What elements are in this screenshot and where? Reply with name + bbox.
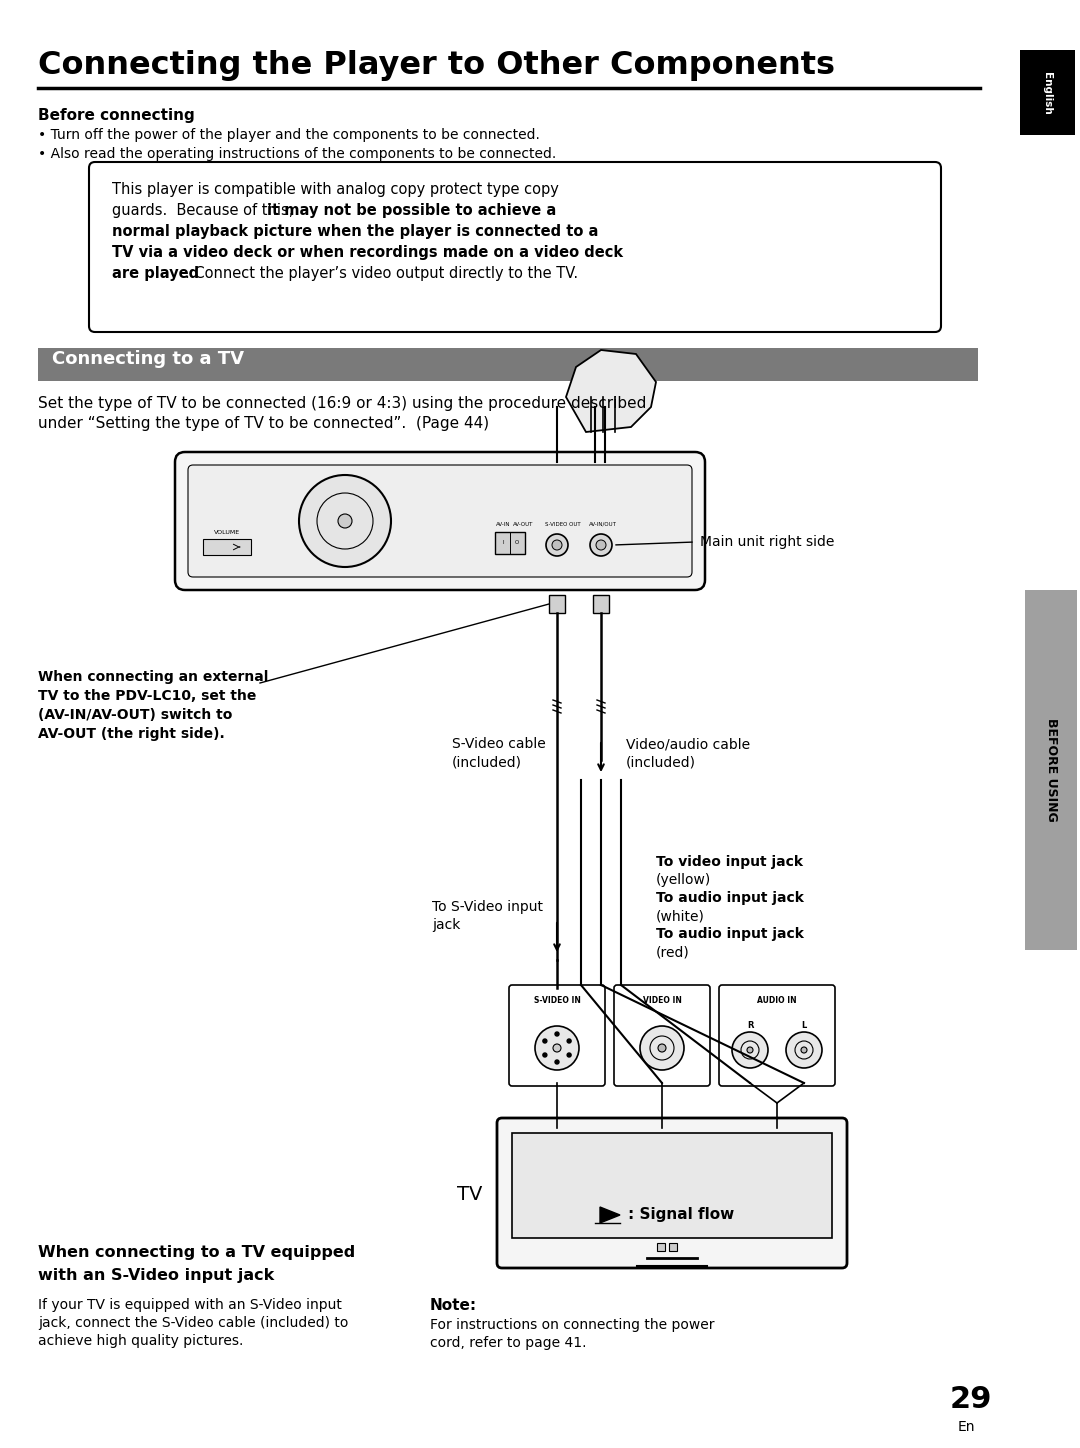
FancyBboxPatch shape — [188, 465, 692, 576]
Text: VIDEO IN: VIDEO IN — [643, 996, 681, 1005]
FancyBboxPatch shape — [497, 1118, 847, 1268]
Text: it may not be possible to achieve a: it may not be possible to achieve a — [267, 203, 556, 219]
Circle shape — [747, 1047, 753, 1053]
FancyBboxPatch shape — [615, 985, 710, 1086]
Circle shape — [543, 1053, 546, 1057]
Text: with an S-Video input jack: with an S-Video input jack — [38, 1268, 274, 1283]
Text: When connecting to a TV equipped: When connecting to a TV equipped — [38, 1245, 355, 1260]
FancyBboxPatch shape — [89, 162, 941, 332]
Bar — [1020, 51, 1075, 135]
Circle shape — [338, 514, 352, 529]
Text: I: I — [502, 540, 503, 546]
Text: S-VIDEO IN: S-VIDEO IN — [534, 996, 580, 1005]
Bar — [593, 595, 609, 613]
Text: AV-OUT (the right side).: AV-OUT (the right side). — [38, 727, 225, 741]
Text: To S-Video input: To S-Video input — [432, 901, 543, 914]
Circle shape — [535, 1027, 579, 1070]
Text: To audio input jack: To audio input jack — [656, 927, 804, 941]
Text: English: English — [1042, 71, 1052, 114]
Circle shape — [553, 1044, 561, 1053]
Text: TV: TV — [457, 1184, 483, 1203]
Text: guards.  Because of this,: guards. Because of this, — [112, 203, 298, 219]
Text: If your TV is equipped with an S-Video input: If your TV is equipped with an S-Video i… — [38, 1297, 342, 1312]
Circle shape — [732, 1032, 768, 1069]
Text: L: L — [801, 1021, 807, 1031]
Bar — [495, 531, 525, 555]
Text: AV-OUT: AV-OUT — [513, 521, 534, 527]
Text: • Turn off the power of the player and the components to be connected.: • Turn off the power of the player and t… — [38, 127, 540, 142]
Text: (yellow): (yellow) — [656, 873, 712, 888]
Text: . Connect the player’s video output directly to the TV.: . Connect the player’s video output dire… — [185, 266, 578, 281]
Bar — [512, 1132, 832, 1238]
Text: jack, connect the S-Video cable (included) to: jack, connect the S-Video cable (include… — [38, 1316, 349, 1331]
Bar — [669, 1242, 677, 1251]
Circle shape — [552, 540, 562, 550]
Text: Main unit right side: Main unit right side — [700, 534, 835, 549]
Circle shape — [543, 1040, 546, 1043]
Text: This player is compatible with analog copy protect type copy: This player is compatible with analog co… — [112, 182, 558, 197]
Text: AUDIO IN: AUDIO IN — [757, 996, 797, 1005]
Bar — [1025, 589, 1077, 950]
Text: achieve high quality pictures.: achieve high quality pictures. — [38, 1334, 243, 1348]
Text: TV to the PDV-LC10, set the: TV to the PDV-LC10, set the — [38, 689, 256, 702]
Circle shape — [299, 475, 391, 568]
Text: En: En — [958, 1420, 975, 1434]
Text: To audio input jack: To audio input jack — [656, 891, 804, 905]
Bar — [203, 539, 251, 555]
Text: To video input jack: To video input jack — [656, 854, 804, 869]
Circle shape — [567, 1053, 571, 1057]
Text: 29: 29 — [950, 1384, 993, 1415]
Text: O: O — [515, 540, 519, 546]
Text: cord, refer to page 41.: cord, refer to page 41. — [430, 1337, 586, 1350]
FancyBboxPatch shape — [175, 452, 705, 589]
Circle shape — [590, 534, 612, 556]
Circle shape — [555, 1060, 559, 1064]
Circle shape — [786, 1032, 822, 1069]
FancyBboxPatch shape — [719, 985, 835, 1086]
Text: S-VIDEO OUT: S-VIDEO OUT — [545, 521, 581, 527]
FancyBboxPatch shape — [509, 985, 605, 1086]
Text: Video/audio cable: Video/audio cable — [626, 737, 751, 752]
Text: S-Video cable: S-Video cable — [453, 737, 545, 752]
Text: (included): (included) — [453, 754, 522, 769]
Bar — [657, 1242, 665, 1251]
Text: jack: jack — [432, 918, 460, 933]
Text: Set the type of TV to be connected (16:9 or 4:3) using the procedure described: Set the type of TV to be connected (16:9… — [38, 395, 646, 411]
Circle shape — [567, 1040, 571, 1043]
Text: Note:: Note: — [430, 1297, 477, 1313]
Circle shape — [555, 1032, 559, 1035]
Circle shape — [640, 1027, 684, 1070]
Text: : Signal flow: : Signal flow — [627, 1208, 734, 1222]
Text: R: R — [746, 1021, 753, 1031]
Text: (white): (white) — [656, 909, 705, 922]
Text: Connecting to a TV: Connecting to a TV — [52, 350, 244, 368]
Text: BEFORE USING: BEFORE USING — [1044, 718, 1057, 822]
Text: Connecting the Player to Other Components: Connecting the Player to Other Component… — [38, 51, 835, 81]
Polygon shape — [600, 1208, 620, 1224]
Text: normal playback picture when the player is connected to a: normal playback picture when the player … — [112, 224, 598, 239]
Text: (included): (included) — [626, 754, 696, 769]
Text: (red): (red) — [656, 946, 690, 959]
Text: VOLUME: VOLUME — [214, 530, 240, 534]
Text: For instructions on connecting the power: For instructions on connecting the power — [430, 1318, 715, 1332]
Text: AV-IN/OUT: AV-IN/OUT — [589, 521, 617, 527]
Circle shape — [546, 534, 568, 556]
Circle shape — [658, 1044, 666, 1053]
Text: • Also read the operating instructions of the components to be connected.: • Also read the operating instructions o… — [38, 148, 556, 161]
Polygon shape — [566, 350, 656, 432]
Text: TV via a video deck or when recordings made on a video deck: TV via a video deck or when recordings m… — [112, 245, 623, 261]
Bar — [549, 595, 565, 613]
Bar — [38, 348, 978, 381]
Text: When connecting an external: When connecting an external — [38, 670, 268, 683]
Circle shape — [801, 1047, 807, 1053]
Circle shape — [596, 540, 606, 550]
Text: (AV-IN/AV-OUT) switch to: (AV-IN/AV-OUT) switch to — [38, 708, 232, 723]
Text: Before connecting: Before connecting — [38, 109, 194, 123]
Text: AV-IN: AV-IN — [496, 521, 510, 527]
Text: under “Setting the type of TV to be connected”.  (Page 44): under “Setting the type of TV to be conn… — [38, 416, 489, 432]
Text: are played: are played — [112, 266, 199, 281]
